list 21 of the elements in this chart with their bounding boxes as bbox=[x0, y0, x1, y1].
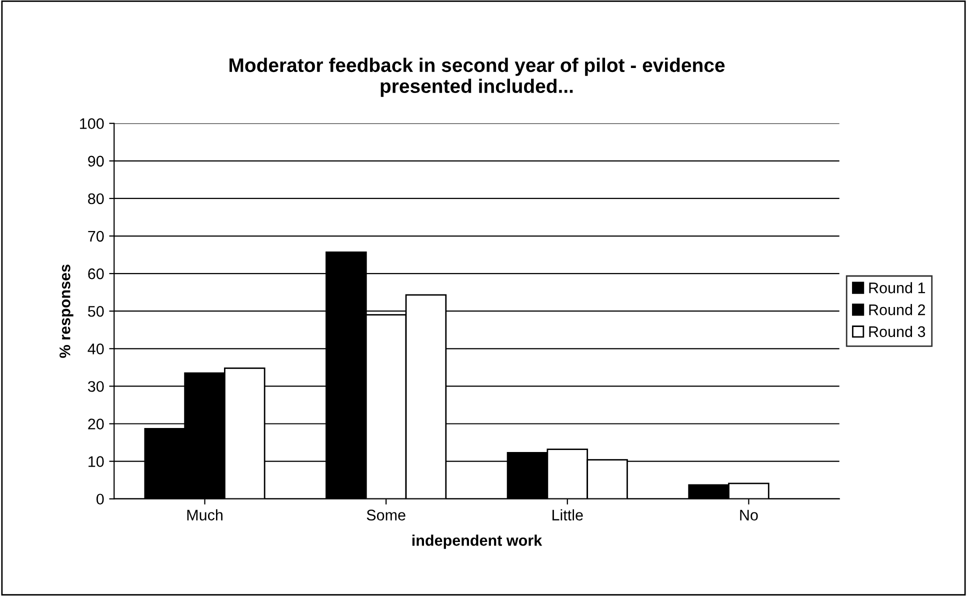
y-tick-label: 20 bbox=[88, 418, 104, 430]
y-tick-label: 30 bbox=[88, 381, 104, 392]
x-tick-label: Little bbox=[552, 509, 583, 520]
x-axis-title: independent work bbox=[412, 534, 542, 549]
y-tick-label: 40 bbox=[88, 344, 104, 354]
y-tick-label: 100 bbox=[80, 118, 104, 130]
y-tick-label: 50 bbox=[88, 306, 104, 317]
chart-title: Moderator feedback in second year of pilot - evidence presented included... bbox=[230, 58, 725, 97]
y-tick-label: 90 bbox=[88, 156, 104, 167]
y-axis-title: % responses bbox=[60, 264, 74, 358]
y-tick-label: 10 bbox=[88, 456, 104, 467]
legend-label: Round 2 bbox=[869, 304, 925, 316]
x-tick-label: No bbox=[740, 510, 758, 520]
y-tick-label: 60 bbox=[88, 268, 104, 280]
x-tick-label: Some bbox=[366, 510, 406, 520]
y-tick-label: 70 bbox=[88, 230, 104, 242]
y-tick-label: 80 bbox=[88, 193, 104, 204]
legend-label: Round 1 bbox=[869, 282, 926, 294]
legend-label: Round 3 bbox=[869, 326, 926, 338]
y-tick-label: 0 bbox=[96, 494, 104, 505]
x-tick-label: Much bbox=[187, 509, 222, 520]
